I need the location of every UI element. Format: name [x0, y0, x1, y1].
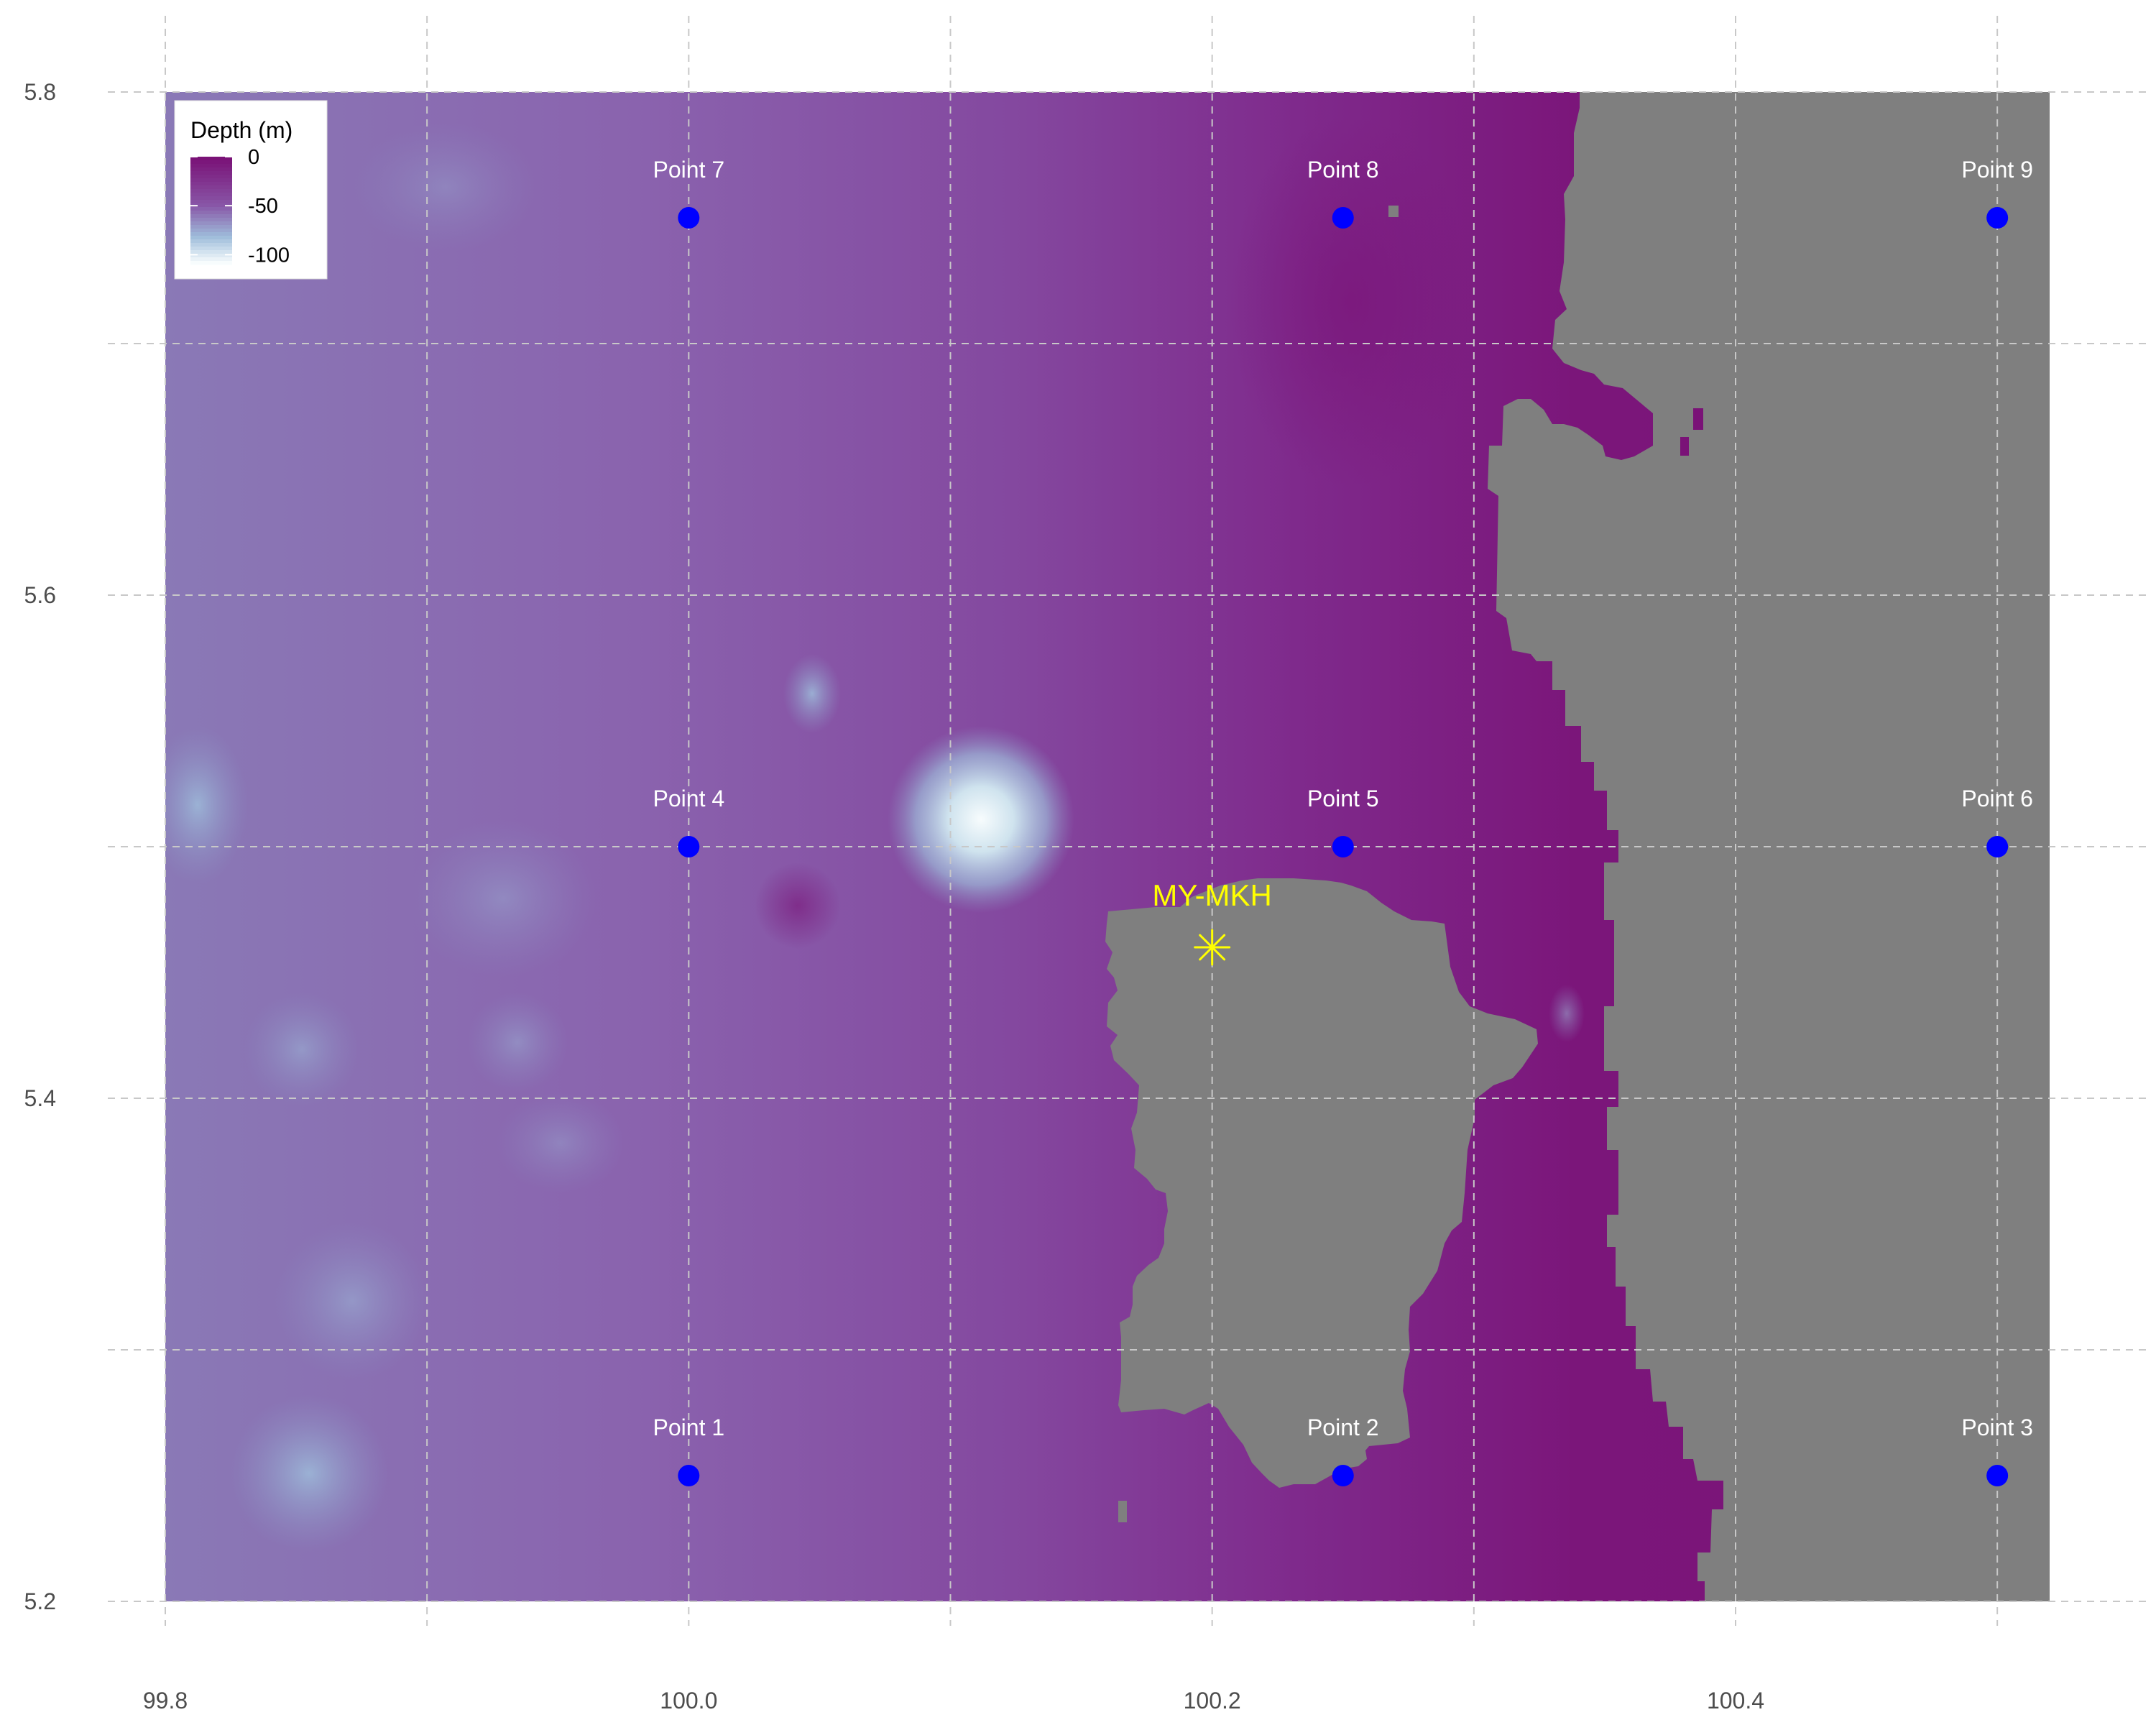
- legend-swatch: [190, 200, 232, 204]
- legend-swatch: [190, 211, 232, 215]
- point-label: Point 5: [1307, 786, 1379, 811]
- x-tick-label: 99.8: [143, 1688, 188, 1714]
- legend-swatch: [190, 218, 232, 222]
- sample-point: Point 7: [653, 157, 725, 229]
- site-label: MY-MKH: [1152, 878, 1271, 912]
- sample-point: Point 9: [1961, 157, 2033, 229]
- y-tick-label: 5.2: [24, 1588, 56, 1614]
- sample-point: Point 6: [1961, 786, 2033, 857]
- sample-point: Point 2: [1307, 1414, 1379, 1486]
- depth-variation: [165, 115, 1585, 1552]
- legend-swatch: [190, 250, 232, 254]
- legend-swatch: [190, 157, 232, 161]
- point-marker: [678, 836, 700, 857]
- legend-swatch: [190, 160, 232, 165]
- legend-tick-label: 0: [248, 146, 259, 169]
- legend: Depth (m) 0 -50 -100: [174, 100, 328, 280]
- y-tick-label: 5.8: [24, 79, 56, 105]
- legend-swatch: [190, 207, 232, 211]
- sample-point: Point 3: [1961, 1414, 2033, 1486]
- point-marker: [1332, 836, 1354, 857]
- legend-swatch: [190, 243, 232, 247]
- axis-tick-labels: 99.8 100.0 100.2 100.4 5.2 5.4 5.6 5.8: [24, 79, 1765, 1714]
- legend-swatch: [190, 175, 232, 179]
- legend-swatch: [190, 171, 232, 175]
- point-label: Point 1: [653, 1414, 725, 1440]
- legend-swatch: [190, 239, 232, 244]
- legend-swatch: [190, 261, 232, 265]
- point-marker: [1986, 207, 2009, 229]
- legend-swatch: [190, 196, 232, 201]
- legend-swatch: [190, 167, 232, 172]
- point-marker: [1332, 207, 1354, 229]
- x-tick-label: 100.2: [1184, 1688, 1241, 1714]
- y-tick-label: 5.4: [24, 1085, 56, 1111]
- legend-swatch: [190, 254, 232, 258]
- sample-point: Point 8: [1307, 157, 1379, 229]
- legend-swatch: [190, 185, 232, 190]
- site-marker: MY-MKH: [1152, 878, 1272, 966]
- legend-swatch: [190, 164, 232, 168]
- graticule: [108, 16, 2149, 1626]
- legend-ticks: 0 -50 -100: [190, 146, 290, 267]
- asterisk-icon: [1194, 929, 1231, 966]
- legend-title: Depth (m): [190, 117, 292, 143]
- point-marker: [1986, 836, 2009, 857]
- legend-swatch: [190, 193, 232, 197]
- point-marker: [1986, 1465, 2009, 1486]
- legend-swatch: [190, 232, 232, 236]
- legend-tick-label: -50: [248, 195, 278, 218]
- legend-swatch: [190, 203, 232, 208]
- legend-swatch: [190, 229, 232, 233]
- point-label: Point 2: [1307, 1414, 1379, 1440]
- sample-point: Point 5: [1307, 786, 1379, 857]
- x-tick-label: 100.0: [660, 1688, 717, 1714]
- sample-point: Point 1: [653, 1414, 725, 1486]
- point-marker: [678, 1465, 700, 1486]
- sample-point: Point 4: [653, 786, 725, 857]
- point-label: Point 6: [1961, 786, 2033, 811]
- point-label: Point 4: [653, 786, 725, 811]
- y-tick-label: 5.6: [24, 582, 56, 608]
- point-label: Point 9: [1961, 157, 2033, 183]
- point-label: Point 3: [1961, 1414, 2033, 1440]
- legend-swatch: [190, 214, 232, 218]
- legend-swatch: [190, 257, 232, 262]
- legend-swatch: [190, 182, 232, 186]
- legend-swatch: [190, 247, 232, 251]
- legend-color-bar: [190, 157, 232, 265]
- x-tick-label: 100.4: [1707, 1688, 1764, 1714]
- point-label: Point 7: [653, 157, 725, 183]
- legend-swatch: [190, 221, 232, 226]
- point-marker: [1332, 1465, 1354, 1486]
- sample-points: Point 1 Point 2 Point 3 Point 4 Point 5 Point…: [653, 157, 2033, 1486]
- legend-swatch: [190, 236, 232, 240]
- point-label: Point 8: [1307, 157, 1379, 183]
- legend-swatch: [190, 225, 232, 229]
- legend-tick-label: -100: [248, 244, 290, 267]
- legend-swatch: [190, 178, 232, 183]
- point-marker: [678, 207, 700, 229]
- legend-swatch: [190, 189, 232, 193]
